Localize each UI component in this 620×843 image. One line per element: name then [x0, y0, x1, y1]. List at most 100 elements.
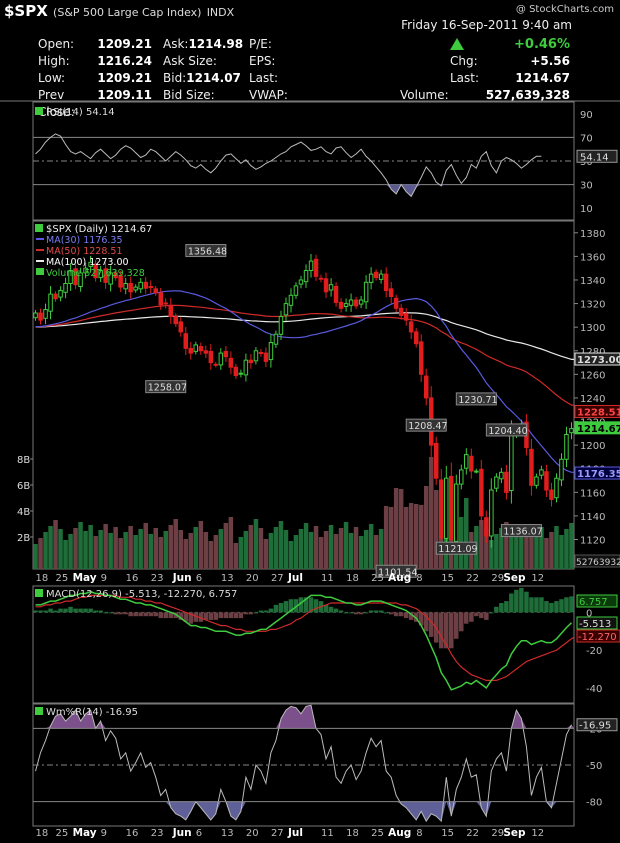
candle-body	[163, 302, 168, 305]
bid-value: 1214.07	[186, 71, 241, 85]
candle-body	[484, 517, 489, 537]
volume-bar	[258, 528, 264, 569]
volume-bar	[248, 525, 254, 569]
right-label-ma30: 1176.35	[577, 469, 620, 480]
macd-histogram-bar	[183, 612, 188, 622]
price-x-label: 22	[466, 573, 479, 584]
macd-histogram-bar	[278, 603, 284, 613]
up-arrow-icon	[450, 38, 464, 50]
bottom-x-label: 29	[491, 828, 504, 839]
macd-histogram-bar	[218, 612, 224, 619]
open-value: 1209.21	[97, 37, 152, 51]
volume-bar	[163, 531, 168, 569]
volume-bar	[328, 525, 334, 569]
candle-body	[308, 260, 314, 272]
legend-swatch	[35, 107, 43, 115]
macd-histogram-bar	[454, 612, 459, 639]
macd-histogram-bar	[273, 604, 279, 613]
rsi-tick-label: 70	[580, 133, 593, 144]
volume-bar	[559, 535, 564, 569]
volume-bar	[403, 507, 409, 569]
macd-histogram-bar	[378, 610, 384, 613]
candle-body	[193, 344, 198, 352]
bottom-x-label: 18	[346, 828, 359, 839]
right-label-box-ma100	[574, 352, 620, 366]
macd-histogram-bar	[248, 612, 254, 615]
volume-bar	[38, 538, 43, 569]
volume-bar	[484, 529, 489, 569]
candle-body	[298, 279, 304, 285]
right-label-ma100: 1273.00	[577, 355, 620, 366]
candle-body	[223, 350, 229, 358]
macd-histogram-bar	[549, 603, 554, 613]
price-x-label: 25	[56, 573, 69, 584]
bid-label: Bid:	[163, 71, 187, 85]
candle-body	[419, 341, 424, 375]
volume-bar	[494, 534, 499, 569]
price-x-label: 23	[151, 573, 164, 584]
candle-body	[474, 470, 479, 473]
macd-histogram-bar	[33, 610, 38, 613]
candle-body	[338, 301, 344, 309]
price-tick-label: 1380	[580, 229, 605, 240]
right-label-box-volume	[574, 554, 620, 568]
candle-body	[293, 285, 299, 296]
volume-bar	[78, 522, 83, 569]
volume-bar	[278, 521, 284, 569]
macd-histogram-bar	[514, 589, 519, 613]
candle-body	[258, 352, 264, 354]
eps-label: EPS:	[249, 54, 276, 68]
legend-swatch	[35, 707, 43, 715]
macd-histogram-bar	[414, 612, 419, 622]
macd-legend: MACD(12,26,9) -5.513, -12.270, 6.757	[46, 589, 237, 600]
macd-histogram-bar	[83, 608, 88, 613]
williams-plot	[33, 704, 574, 823]
candle-body	[248, 359, 254, 364]
candle-body	[479, 468, 484, 517]
macd-histogram-bar	[459, 612, 464, 632]
price-annotation: 1230.71	[458, 395, 497, 406]
macd-histogram-bar	[223, 612, 229, 619]
macd-histogram-bar	[328, 606, 334, 613]
price-plot	[33, 254, 574, 569]
macd-histogram-bar	[534, 597, 539, 613]
pe-label: P/E:	[249, 37, 272, 51]
rsi-last-value: 54.14	[580, 152, 609, 163]
williams-legend: Wm%R(14) -16.95	[46, 707, 138, 718]
macd-histogram-bar	[158, 612, 163, 619]
price-x-label: Sep	[503, 572, 526, 584]
exchange: INDX	[206, 6, 235, 19]
low-value: 1209.21	[97, 71, 152, 85]
macd-histogram-bar	[288, 599, 294, 613]
candle-body	[148, 286, 153, 288]
macd-histogram-bar	[258, 610, 264, 613]
price-tick-label: 1280	[580, 347, 605, 358]
prevclose-label: Prev Close:	[38, 88, 75, 119]
macd-histogram-bar	[98, 610, 103, 613]
candle-body	[138, 281, 143, 290]
ask-label: Ask:	[163, 37, 189, 51]
volume-bar	[108, 533, 113, 569]
macd-histogram-bar	[343, 612, 349, 614]
bottom-x-label: 22	[466, 828, 479, 839]
open-label: Open:	[38, 37, 75, 51]
volume-value: 527,639,328	[485, 88, 570, 102]
volume-bar	[554, 526, 559, 569]
candle-body	[544, 471, 549, 491]
candle-body	[469, 455, 474, 472]
macd-histogram-bar	[419, 612, 424, 626]
candle-body	[213, 363, 219, 366]
candle-body	[424, 375, 429, 399]
price-annotation-box	[375, 564, 417, 578]
candle-body	[78, 272, 83, 287]
candle-body	[388, 288, 394, 297]
candle-body	[459, 469, 464, 485]
bottom-x-label: May	[73, 827, 97, 839]
macd-histogram-bar	[398, 612, 404, 617]
price-tick-label: 1340	[580, 276, 605, 287]
candle-body	[559, 458, 564, 481]
change-percent: +0.46%	[514, 37, 570, 52]
macd-histogram-bar	[283, 601, 289, 613]
candle-body	[263, 352, 269, 362]
candle-body	[368, 273, 374, 283]
